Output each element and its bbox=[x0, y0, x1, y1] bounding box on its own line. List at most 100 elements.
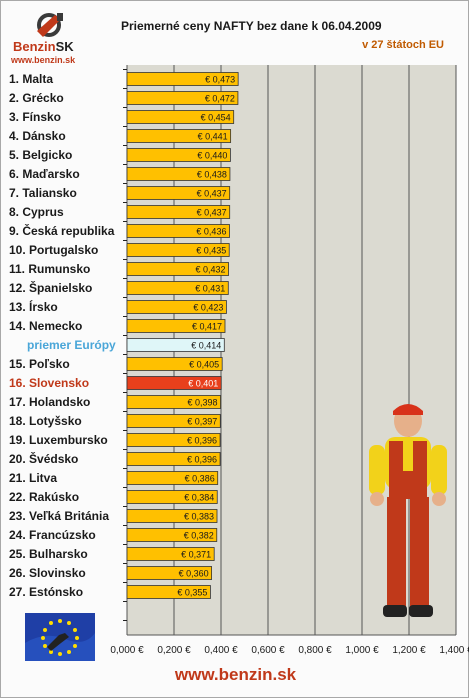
benzin-logo: BenzinSK www.benzin.sk bbox=[5, 11, 97, 69]
value-label: € 0,371 bbox=[181, 550, 211, 560]
category-label: 1. Malta bbox=[9, 72, 53, 86]
value-label: € 0,405 bbox=[189, 360, 219, 370]
category-label: 26. Slovinsko bbox=[9, 566, 86, 580]
x-tick-label: 0,200 € bbox=[157, 645, 191, 656]
x-tick-label: 1,400 € bbox=[439, 645, 469, 656]
value-label: € 0,432 bbox=[195, 265, 225, 275]
category-label: 16. Slovensko bbox=[9, 376, 89, 390]
category-label: 18. Lotyšsko bbox=[9, 414, 82, 428]
bar bbox=[126, 243, 230, 257]
category-label: 15. Poľsko bbox=[9, 357, 70, 371]
bar bbox=[126, 433, 221, 447]
category-label: priemer Európy bbox=[27, 338, 116, 352]
bar bbox=[126, 566, 212, 580]
category-label: 25. Bulharsko bbox=[9, 547, 88, 561]
value-label: € 0,431 bbox=[195, 284, 225, 294]
category-label: 23. Veľká Británia bbox=[9, 509, 109, 523]
eu-flag-icon bbox=[25, 613, 95, 661]
value-label: € 0,417 bbox=[192, 322, 222, 332]
bar bbox=[126, 528, 218, 542]
x-tick-label: 0,800 € bbox=[298, 645, 332, 656]
bar bbox=[126, 167, 231, 181]
value-label: € 0,355 bbox=[177, 588, 207, 598]
category-label: 5. Belgicko bbox=[9, 148, 72, 162]
bar bbox=[126, 376, 222, 390]
value-label: € 0,454 bbox=[201, 113, 231, 123]
category-label: 8. Cyprus bbox=[9, 205, 64, 219]
value-label: € 0,398 bbox=[187, 398, 217, 408]
bar bbox=[126, 300, 227, 314]
bar bbox=[126, 585, 211, 599]
category-label: 21. Litva bbox=[9, 471, 57, 485]
bar bbox=[126, 319, 226, 333]
category-label: 24. Francúzsko bbox=[9, 528, 96, 542]
value-label: € 0,414 bbox=[191, 341, 221, 351]
value-label: € 0,401 bbox=[188, 379, 218, 389]
bar bbox=[126, 452, 221, 466]
value-label: € 0,382 bbox=[184, 531, 214, 541]
value-label: € 0,437 bbox=[197, 189, 227, 199]
footer-url[interactable]: www.benzin.sk bbox=[174, 665, 297, 684]
value-label: € 0,386 bbox=[185, 474, 215, 484]
bar bbox=[126, 129, 232, 143]
bar bbox=[126, 281, 229, 295]
value-label: € 0,397 bbox=[187, 417, 217, 427]
value-label: € 0,436 bbox=[196, 227, 226, 237]
category-label: 3. Fínsko bbox=[9, 110, 61, 124]
bar bbox=[126, 72, 239, 86]
chart-subtitle: v 27 štátoch EU bbox=[362, 39, 444, 51]
bar bbox=[126, 205, 231, 219]
value-label: € 0,396 bbox=[187, 455, 217, 465]
bar bbox=[126, 471, 219, 485]
bar bbox=[126, 262, 229, 276]
value-label: € 0,435 bbox=[196, 246, 226, 256]
value-label: € 0,472 bbox=[205, 94, 235, 104]
category-label: 17. Holandsko bbox=[9, 395, 90, 409]
category-label: 2. Grécko bbox=[9, 91, 64, 105]
category-label: 4. Dánsko bbox=[9, 129, 66, 143]
category-label: 13. Írsko bbox=[9, 299, 58, 314]
bar bbox=[126, 186, 231, 200]
category-label: 14. Nemecko bbox=[9, 319, 82, 333]
x-tick-label: 0,400 € bbox=[204, 645, 238, 656]
bar bbox=[126, 338, 225, 352]
category-label: 20. Švédsko bbox=[9, 451, 78, 466]
category-label: 12. Španielsko bbox=[9, 280, 92, 295]
category-label: 6. Maďarsko bbox=[9, 167, 80, 181]
x-tick-label: 0,600 € bbox=[251, 645, 285, 656]
value-label: € 0,473 bbox=[205, 75, 235, 85]
x-tick-label: 0,000 € bbox=[110, 645, 144, 656]
value-label: € 0,441 bbox=[198, 132, 228, 142]
bar bbox=[126, 224, 230, 238]
bar bbox=[126, 110, 235, 124]
value-label: € 0,423 bbox=[193, 303, 223, 313]
category-label: 19. Luxembursko bbox=[9, 433, 108, 447]
value-label: € 0,438 bbox=[197, 170, 227, 180]
x-tick-label: 1,200 € bbox=[392, 645, 426, 656]
fuel-pump-icon bbox=[37, 13, 63, 37]
category-label: 11. Rumunsko bbox=[9, 262, 90, 276]
value-label: € 0,384 bbox=[184, 493, 214, 503]
value-label: € 0,383 bbox=[184, 512, 214, 522]
bar bbox=[126, 509, 218, 523]
bar bbox=[126, 357, 223, 371]
category-label: 27. Estónsko bbox=[9, 585, 83, 599]
category-label: 10. Portugalsko bbox=[9, 243, 98, 257]
bar bbox=[126, 91, 239, 105]
category-label: 7. Taliansko bbox=[9, 186, 77, 200]
value-label: € 0,440 bbox=[197, 151, 227, 161]
logo-url: www.benzin.sk bbox=[11, 55, 76, 65]
mechanic-mascot-image bbox=[369, 404, 447, 617]
bar bbox=[126, 490, 218, 504]
value-label: € 0,396 bbox=[187, 436, 217, 446]
value-label: € 0,360 bbox=[179, 569, 209, 579]
bar bbox=[126, 547, 215, 561]
bar bbox=[126, 395, 221, 409]
category-label: 9. Česká republika bbox=[9, 223, 115, 238]
chart-title: Priemerné ceny NAFTY bez dane k 06.04.20… bbox=[121, 19, 382, 33]
bar bbox=[126, 414, 221, 428]
x-tick-label: 1,000 € bbox=[345, 645, 379, 656]
category-label: 22. Rakúsko bbox=[9, 490, 79, 504]
